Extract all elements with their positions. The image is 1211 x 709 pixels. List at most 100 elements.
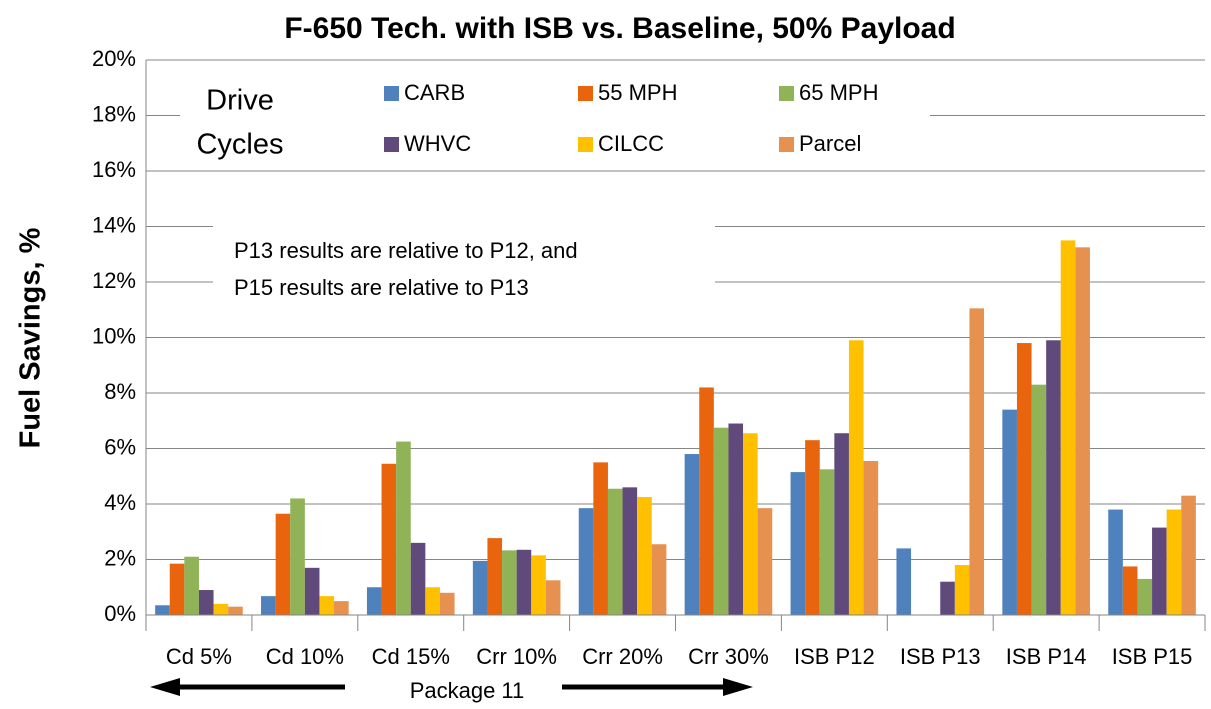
legend-swatch	[578, 137, 593, 152]
bar	[545, 580, 561, 615]
legend-label: WHVC	[404, 131, 471, 156]
bar	[1122, 566, 1138, 615]
bar	[366, 587, 382, 615]
legend-swatch	[779, 137, 794, 152]
bar	[651, 544, 667, 615]
y-tick-label: 8%	[104, 379, 136, 404]
bar	[757, 508, 773, 615]
bar	[1002, 409, 1017, 615]
bar	[213, 603, 229, 615]
group-label: Package 11	[410, 678, 525, 703]
bar	[1075, 247, 1090, 615]
legend-label: CILCC	[598, 131, 664, 156]
x-tick-label: ISB P15	[1112, 644, 1193, 669]
bar	[593, 462, 608, 615]
bar	[969, 308, 985, 615]
bar	[487, 538, 503, 615]
bar	[502, 550, 517, 615]
bar	[1166, 509, 1182, 615]
bar	[743, 433, 758, 615]
arrow-head	[723, 678, 753, 696]
legend-swatch	[779, 86, 794, 101]
y-tick-label: 6%	[104, 434, 136, 459]
legend-swatch	[384, 137, 399, 152]
bar	[622, 487, 638, 615]
x-tick-label: ISB P14	[1006, 644, 1087, 669]
bar	[637, 497, 652, 615]
bar	[381, 463, 397, 615]
x-tick-label: ISB P13	[900, 644, 981, 669]
legend-label: 65 MPH	[799, 80, 878, 105]
bar	[516, 549, 532, 615]
bar	[607, 488, 623, 615]
bar	[863, 460, 879, 615]
legend-swatch	[578, 86, 593, 101]
legend-box	[180, 70, 930, 170]
x-tick-label: Crr 10%	[476, 644, 557, 669]
y-tick-label: 2%	[104, 545, 136, 570]
bar	[1108, 509, 1123, 615]
y-axis-label: Fuel Savings, %	[15, 227, 47, 448]
bar	[728, 423, 744, 615]
note-box	[213, 222, 715, 308]
bar	[396, 441, 411, 615]
bar	[1181, 495, 1196, 615]
x-tick-label: Crr 30%	[688, 644, 769, 669]
x-tick-label: ISB P12	[794, 644, 875, 669]
bar	[155, 605, 170, 615]
y-tick-label: 0%	[104, 601, 136, 626]
legend-label: Parcel	[799, 131, 861, 156]
bar	[954, 565, 970, 615]
annotation: P13 results are relative to P12, and	[234, 238, 578, 263]
legend-title: Drive	[206, 85, 274, 117]
annotation: P15 results are relative to P13	[234, 275, 529, 300]
legend-label: 55 MPH	[598, 80, 677, 105]
y-tick-label: 4%	[104, 490, 136, 515]
bar	[1031, 384, 1047, 615]
bar	[940, 581, 955, 615]
bar	[198, 590, 214, 615]
bar	[531, 555, 546, 615]
bar	[472, 560, 488, 615]
bar	[184, 556, 199, 615]
arrow-head	[150, 678, 180, 696]
legend-swatch	[384, 86, 399, 101]
bar	[578, 508, 594, 615]
bar	[848, 340, 864, 615]
bar	[819, 469, 835, 615]
y-tick-label: 18%	[92, 101, 136, 126]
bar	[319, 596, 335, 615]
bar	[1152, 527, 1167, 615]
bar	[275, 513, 291, 615]
bar	[1137, 578, 1153, 615]
bar	[290, 498, 305, 615]
bar	[790, 472, 806, 615]
bar	[228, 606, 243, 615]
bar	[699, 387, 714, 615]
bar	[425, 587, 440, 615]
x-tick-label: Cd 15%	[372, 644, 450, 669]
bar	[1060, 240, 1076, 615]
bar	[896, 548, 912, 615]
y-tick-label: 14%	[92, 212, 136, 237]
bar	[439, 592, 455, 615]
chart-title: F-650 Tech. with ISB vs. Baseline, 50% P…	[284, 12, 955, 45]
x-tick-label: Crr 20%	[582, 644, 663, 669]
x-tick-label: Cd 5%	[166, 644, 232, 669]
bar	[261, 596, 276, 615]
bar	[334, 601, 349, 615]
bar	[1046, 340, 1061, 615]
y-tick-label: 10%	[92, 323, 136, 348]
y-tick-label: 16%	[92, 157, 136, 182]
bar	[1016, 343, 1032, 615]
bar	[304, 567, 320, 615]
bar	[834, 433, 849, 615]
x-tick-label: Cd 10%	[266, 644, 344, 669]
y-tick-label: 12%	[92, 268, 136, 293]
bar	[410, 542, 426, 615]
legend-title: Cycles	[196, 129, 283, 161]
bar	[713, 427, 729, 615]
bar	[805, 440, 820, 615]
legend-label: CARB	[404, 80, 465, 105]
